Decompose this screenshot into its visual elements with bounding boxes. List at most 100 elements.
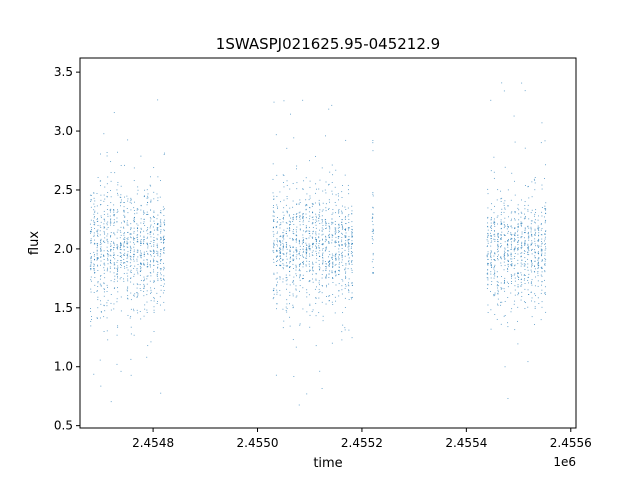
data-point [159, 268, 161, 269]
data-point [293, 223, 295, 225]
data-point [273, 243, 275, 245]
data-point [496, 276, 498, 278]
data-point [130, 249, 132, 251]
data-point [501, 276, 502, 277]
data-point [328, 234, 329, 236]
data-point [341, 239, 343, 241]
data-point [116, 301, 118, 303]
data-point [315, 238, 317, 240]
data-point [94, 242, 96, 244]
data-point [153, 250, 155, 252]
data-point [147, 266, 149, 268]
data-point [305, 230, 307, 232]
data-point [510, 212, 512, 214]
data-point [372, 228, 374, 230]
data-point [153, 253, 154, 254]
data-point [324, 189, 326, 191]
data-point [321, 210, 323, 212]
data-point [285, 241, 287, 243]
data-point [513, 248, 515, 250]
data-point [315, 217, 317, 219]
data-point [316, 286, 317, 288]
data-point [501, 287, 503, 289]
data-point [325, 235, 326, 237]
data-point [334, 228, 336, 230]
data-point [324, 250, 326, 252]
data-point [335, 236, 337, 238]
data-point [328, 226, 330, 228]
data-point [279, 255, 281, 257]
data-point [120, 260, 122, 261]
data-point [338, 270, 340, 271]
data-point [110, 232, 112, 234]
data-point [120, 199, 122, 201]
data-point [335, 204, 337, 206]
data-point [325, 222, 327, 224]
data-point [140, 271, 141, 272]
data-point [96, 205, 98, 207]
data-point [503, 90, 505, 92]
data-point [149, 231, 151, 233]
data-point [487, 253, 489, 255]
data-point [103, 262, 105, 264]
data-point [289, 257, 291, 258]
data-point [545, 230, 547, 232]
data-point [524, 265, 526, 267]
data-point [107, 339, 109, 341]
data-point [130, 197, 132, 199]
data-point [351, 337, 353, 339]
data-point [153, 210, 155, 212]
data-point [493, 222, 495, 224]
data-point [100, 264, 101, 266]
data-point [496, 251, 498, 253]
data-point [311, 217, 313, 218]
data-point [100, 239, 102, 241]
data-point [352, 296, 353, 298]
data-point [282, 237, 284, 239]
data-point [109, 209, 111, 211]
data-point [104, 288, 106, 290]
data-point [518, 272, 519, 274]
data-point [100, 275, 102, 276]
data-point [497, 287, 499, 289]
data-point [130, 265, 132, 266]
data-point [97, 257, 99, 259]
data-point [342, 312, 344, 314]
data-point [312, 233, 314, 235]
data-point [541, 184, 543, 186]
data-point [137, 186, 139, 188]
data-point [129, 250, 131, 252]
data-point [504, 300, 506, 302]
data-point [524, 216, 526, 218]
data-point [137, 208, 139, 210]
data-point [99, 359, 101, 361]
data-point [351, 228, 353, 230]
data-point [531, 297, 533, 299]
data-point [335, 259, 337, 261]
data-point [319, 267, 321, 269]
data-point [494, 230, 495, 232]
data-point [306, 238, 308, 240]
data-point [312, 242, 314, 244]
data-point [299, 263, 301, 265]
data-point [89, 223, 91, 225]
data-point [120, 310, 122, 312]
data-point [503, 288, 505, 290]
data-point [90, 291, 92, 293]
data-point [508, 226, 509, 228]
data-point [305, 244, 307, 246]
data-point [341, 339, 343, 341]
data-point [511, 227, 513, 229]
data-point [283, 207, 285, 209]
data-point [322, 253, 323, 255]
data-point [306, 255, 308, 257]
data-point [322, 228, 324, 230]
data-point [520, 244, 522, 246]
data-point [133, 254, 135, 256]
data-point [90, 268, 91, 269]
data-point [524, 228, 526, 230]
data-point [348, 229, 349, 231]
data-point [534, 308, 536, 309]
data-point [538, 232, 540, 234]
data-point [541, 211, 543, 213]
